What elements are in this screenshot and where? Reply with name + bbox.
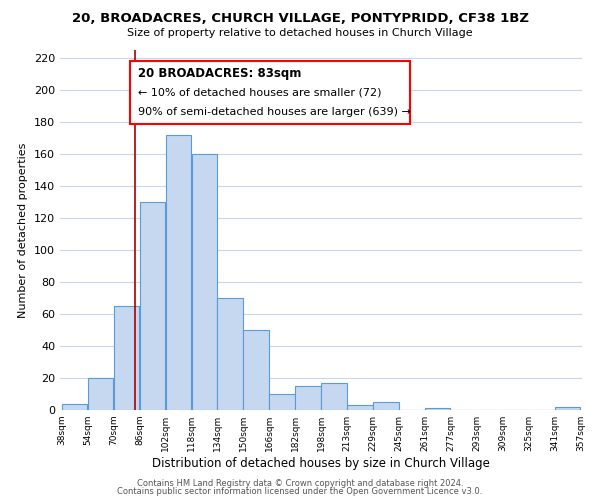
Bar: [554, 407, 580, 410]
Text: Contains public sector information licensed under the Open Government Licence v3: Contains public sector information licen…: [118, 487, 482, 496]
Bar: [425, 408, 451, 410]
Bar: [347, 405, 373, 410]
Bar: [191, 154, 217, 410]
Bar: [114, 306, 139, 410]
Bar: [244, 330, 269, 410]
Bar: [88, 378, 113, 410]
Bar: [295, 386, 321, 410]
Text: ← 10% of detached houses are smaller (72): ← 10% of detached houses are smaller (72…: [139, 87, 382, 97]
Bar: [166, 135, 191, 410]
Bar: [217, 298, 243, 410]
Text: Size of property relative to detached houses in Church Village: Size of property relative to detached ho…: [127, 28, 473, 38]
Bar: [62, 404, 88, 410]
Text: 90% of semi-detached houses are larger (639) →: 90% of semi-detached houses are larger (…: [139, 107, 411, 117]
Text: Contains HM Land Registry data © Crown copyright and database right 2024.: Contains HM Land Registry data © Crown c…: [137, 478, 463, 488]
X-axis label: Distribution of detached houses by size in Church Village: Distribution of detached houses by size …: [152, 457, 490, 470]
FancyBboxPatch shape: [130, 61, 410, 124]
Bar: [373, 402, 398, 410]
Text: 20 BROADACRES: 83sqm: 20 BROADACRES: 83sqm: [139, 68, 302, 80]
Y-axis label: Number of detached properties: Number of detached properties: [19, 142, 28, 318]
Bar: [321, 383, 347, 410]
Bar: [269, 394, 295, 410]
Text: 20, BROADACRES, CHURCH VILLAGE, PONTYPRIDD, CF38 1BZ: 20, BROADACRES, CHURCH VILLAGE, PONTYPRI…: [71, 12, 529, 26]
Bar: [140, 202, 165, 410]
